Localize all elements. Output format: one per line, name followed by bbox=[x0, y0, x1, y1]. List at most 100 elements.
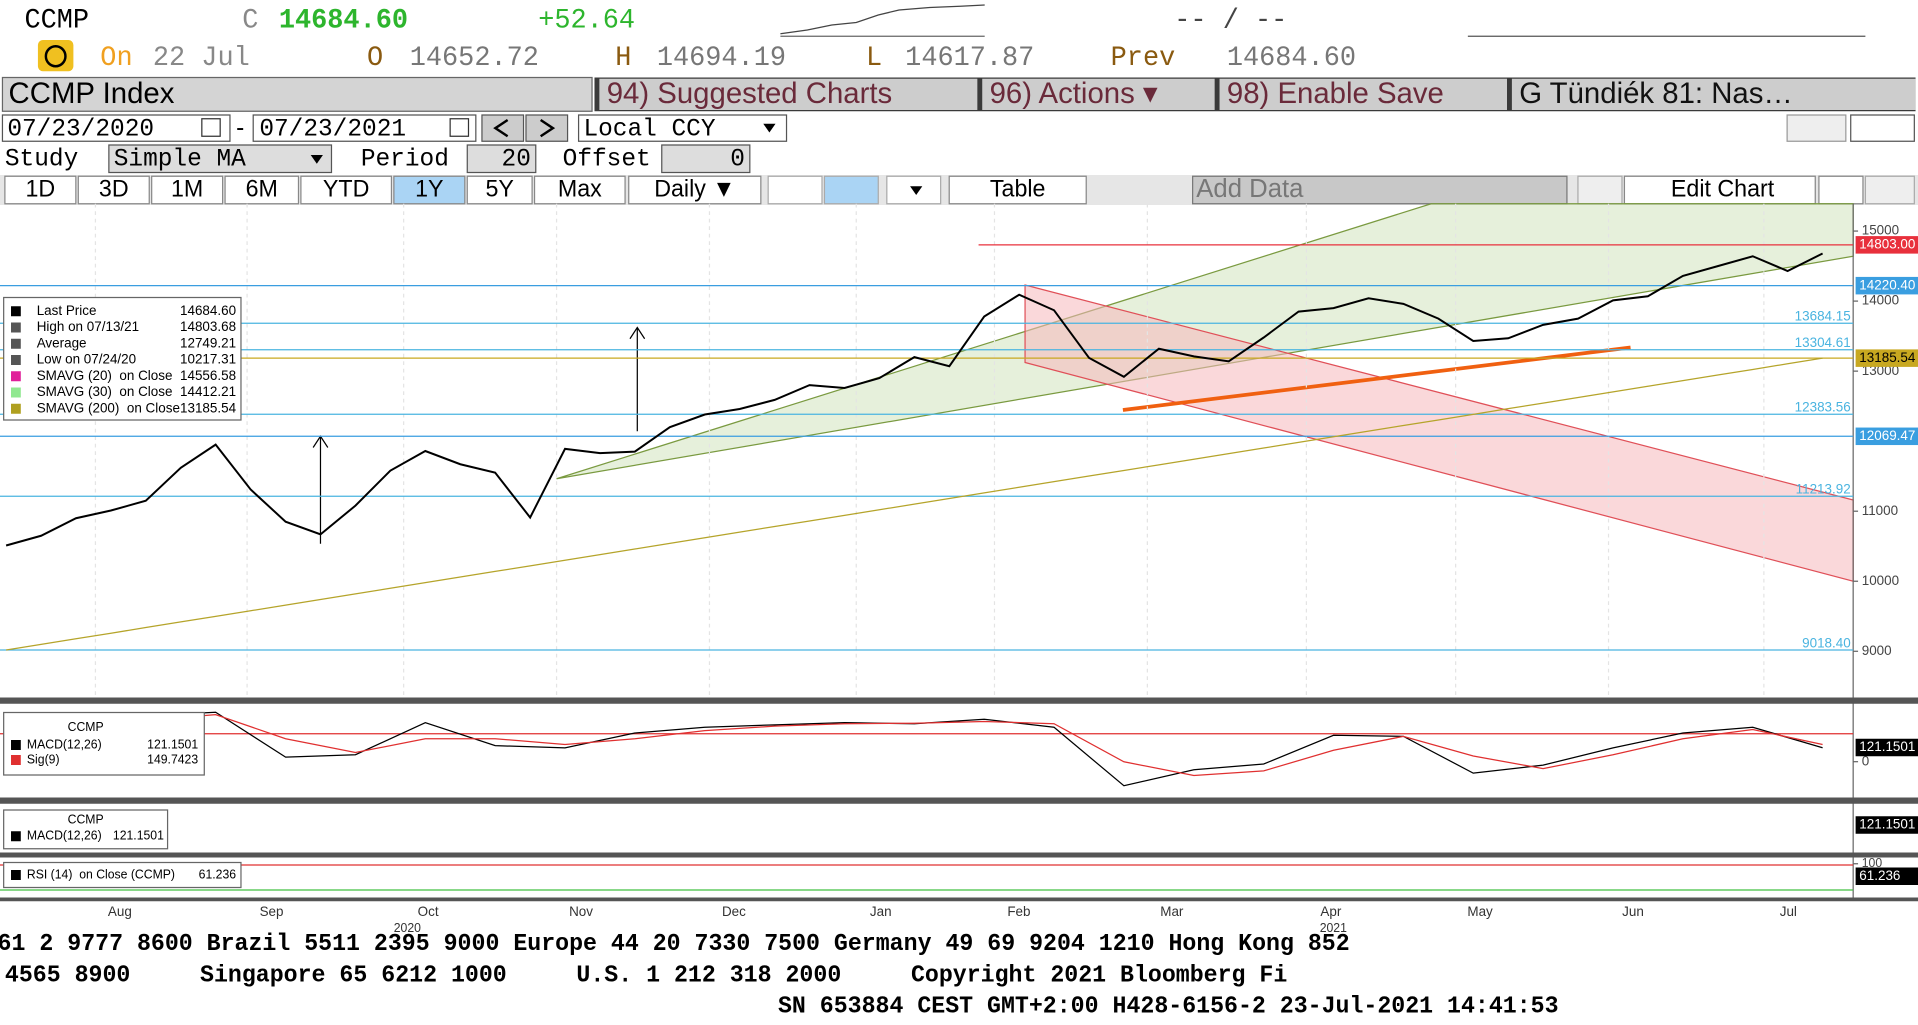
prev-button[interactable] bbox=[481, 114, 525, 142]
value-badge bbox=[1855, 738, 1918, 757]
alert-icon[interactable] bbox=[37, 40, 74, 72]
range-button[interactable] bbox=[533, 175, 626, 205]
offset-box[interactable] bbox=[661, 144, 751, 174]
range-button[interactable] bbox=[300, 175, 393, 205]
x-tick-label: May bbox=[1467, 904, 1493, 919]
date-label: On bbox=[100, 43, 132, 74]
legend-swatch bbox=[11, 831, 21, 842]
sma-line bbox=[6, 357, 1823, 651]
level-label: 12383.56 bbox=[1795, 400, 1851, 415]
legend-box bbox=[3, 809, 169, 850]
x-tick-label: Oct bbox=[418, 904, 439, 919]
collapse-button[interactable] bbox=[1577, 175, 1623, 205]
range-button[interactable] bbox=[393, 175, 466, 205]
chart: 9000100001100013000140001500014803.00142… bbox=[0, 203, 1918, 935]
range-button[interactable] bbox=[4, 175, 77, 205]
menu-item[interactable] bbox=[1511, 78, 1916, 110]
alert-icon-dial bbox=[44, 45, 67, 68]
legend-swatch bbox=[11, 371, 21, 382]
line-style-button[interactable] bbox=[767, 175, 823, 205]
range-button[interactable] bbox=[77, 175, 150, 205]
low-label: L bbox=[866, 43, 882, 74]
edit-chart-button[interactable] bbox=[1623, 175, 1816, 205]
x-tick-label: Nov bbox=[569, 904, 593, 919]
footer: 61 2 9777 8600 Brazil 5511 2395 9000 Eur… bbox=[0, 931, 1559, 1021]
settings-button[interactable] bbox=[1818, 175, 1864, 205]
undo-button[interactable] bbox=[1786, 114, 1847, 142]
range-label: 5Y bbox=[485, 175, 514, 201]
open: 14652.72 bbox=[410, 43, 539, 74]
security-box[interactable] bbox=[1, 76, 593, 112]
range-buttons: 1D 3D 1M 6M YTD 1Y 5Y Max bbox=[4, 175, 626, 205]
legend-title: CCMP bbox=[68, 720, 104, 734]
security: CCMP Index bbox=[9, 77, 175, 110]
range-label: YTD bbox=[323, 175, 369, 201]
menu: 94) Suggested Charts 96) Actions ▾ 98) Ena… bbox=[599, 77, 1916, 110]
frequency-box[interactable] bbox=[628, 175, 762, 205]
add-data-box[interactable] bbox=[1192, 175, 1568, 205]
end-date: 07/23/2021 bbox=[259, 115, 406, 143]
range-label: Max bbox=[558, 175, 602, 201]
calendar-icon[interactable] bbox=[449, 118, 470, 137]
next-button[interactable] bbox=[525, 114, 569, 142]
range-label: 6M bbox=[246, 175, 278, 201]
date: 22 Jul bbox=[153, 43, 250, 74]
dropdown-arrow bbox=[310, 155, 323, 164]
legend-label: MACD(12,26) bbox=[27, 737, 102, 751]
legend-label: SMAVG (200) on Close bbox=[37, 400, 180, 415]
y-tick-label: 11000 bbox=[1862, 503, 1899, 518]
currency-box[interactable] bbox=[577, 114, 788, 142]
value-badge bbox=[1855, 816, 1918, 834]
range-button[interactable] bbox=[224, 175, 300, 205]
legend-box bbox=[3, 861, 242, 889]
period-box[interactable] bbox=[466, 144, 537, 174]
y-tick-label: 14000 bbox=[1862, 293, 1900, 308]
calendar-icon[interactable] bbox=[201, 118, 221, 137]
close-label: C bbox=[242, 5, 258, 36]
legend-swatch bbox=[11, 387, 21, 398]
start-date-box[interactable] bbox=[1, 114, 231, 142]
start-date: 07/23/2020 bbox=[7, 115, 154, 143]
footer-line: 61 2 9777 8600 Brazil 5511 2395 9000 Eur… bbox=[0, 931, 1350, 958]
legend-box bbox=[3, 296, 242, 421]
frequency: Daily ▼ bbox=[654, 175, 735, 201]
x-tick-label: Apr bbox=[1320, 904, 1341, 919]
dropdown-arrow bbox=[910, 186, 923, 195]
price-line bbox=[5, 252, 1824, 547]
legend-value: 14412.21 bbox=[180, 384, 236, 399]
level-label: 13185.54 bbox=[1859, 350, 1916, 365]
panel-divider bbox=[0, 797, 1918, 804]
study-label: Study bbox=[5, 145, 79, 173]
redo-button[interactable] bbox=[1850, 114, 1915, 142]
value-badge-label: 121.1501 bbox=[1859, 739, 1915, 754]
menu-item[interactable] bbox=[1219, 78, 1507, 110]
bar-style-button[interactable] bbox=[823, 175, 879, 205]
legend-value: 10217.31 bbox=[180, 352, 236, 367]
y-tick-label: 100 bbox=[1862, 856, 1883, 870]
range-button[interactable] bbox=[151, 175, 224, 205]
legend-swatch bbox=[11, 403, 21, 414]
year-label: 2021 bbox=[1320, 921, 1347, 935]
date-dash: - bbox=[236, 114, 244, 141]
legend-value: 12749.21 bbox=[180, 335, 236, 350]
y-tick-label: 10000 bbox=[1862, 573, 1900, 588]
period-label: Period bbox=[361, 145, 449, 173]
legend-swatch bbox=[11, 306, 21, 317]
legend-label: SMAVG (20) on Close bbox=[37, 368, 173, 383]
range-button[interactable] bbox=[466, 175, 533, 205]
study-box[interactable] bbox=[108, 144, 333, 174]
prev: 14684.60 bbox=[1227, 43, 1356, 74]
menu-item[interactable] bbox=[599, 78, 978, 110]
end-date-box[interactable] bbox=[252, 114, 477, 142]
menu-item[interactable] bbox=[982, 78, 1215, 110]
y-tick-label: 15000 bbox=[1862, 223, 1900, 238]
gear-button[interactable] bbox=[1864, 175, 1915, 205]
legend-swatch bbox=[11, 322, 21, 333]
close-price: 14684.60 bbox=[279, 5, 408, 36]
table-button[interactable] bbox=[948, 175, 1087, 205]
range-label: 3D bbox=[99, 175, 129, 201]
legend-label: Average bbox=[37, 335, 87, 350]
